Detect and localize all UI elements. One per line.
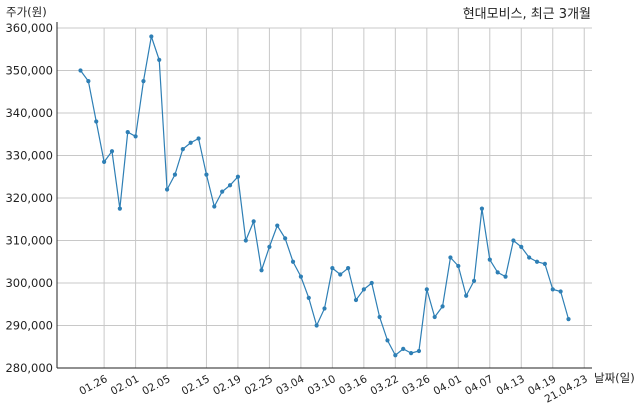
data-point: [448, 255, 453, 260]
x-tick-label: 03.10: [306, 373, 338, 398]
data-point: [251, 219, 256, 224]
data-point: [275, 223, 280, 228]
y-tick-label: 280,000: [5, 361, 53, 375]
data-point: [456, 263, 461, 269]
data-point: [188, 140, 193, 145]
data-point: [519, 244, 524, 249]
data-point: [220, 189, 225, 194]
grid-lines: [57, 27, 592, 368]
data-point: [401, 346, 406, 351]
data-point: [566, 317, 571, 322]
data-point: [393, 353, 398, 358]
x-tick-label: 04.07: [463, 373, 495, 398]
data-point: [196, 136, 201, 141]
data-point: [353, 297, 359, 303]
data-point: [322, 306, 327, 311]
data-point: [432, 314, 437, 320]
data-point: [534, 259, 540, 264]
x-tick-labels: 01.26 02.01 02.05 02.15 02.19 02.25 03.04 03.10…: [77, 373, 589, 406]
data-point: [408, 351, 414, 356]
y-tick-labels: 280,000 290,000 300,000 310,000 320,000 330,0…: [5, 21, 53, 375]
axes: [56, 22, 592, 369]
data-point: [369, 280, 374, 286]
data-point: [542, 261, 547, 266]
data-point: [314, 323, 319, 328]
data-point: [109, 149, 115, 154]
data-point: [259, 268, 264, 273]
data-point: [204, 172, 209, 177]
data-point: [117, 206, 122, 211]
x-tick-label: 02.25: [243, 373, 275, 398]
y-tick-label: 340,000: [5, 106, 53, 120]
data-point: [133, 134, 138, 139]
chart-title: 현대모비스, 최근 3개월: [463, 7, 591, 22]
data-point: [227, 183, 233, 188]
data-point: [125, 130, 130, 135]
data-point: [503, 274, 508, 279]
x-tick-label: 02.05: [140, 373, 172, 398]
data-point: [267, 244, 272, 249]
data-point: [141, 79, 146, 84]
x-tick-label: 02.19: [211, 373, 243, 398]
data-point: [346, 266, 351, 271]
price-series: [78, 34, 571, 358]
data-point: [495, 270, 500, 275]
data-point: [94, 119, 99, 124]
data-point: [290, 259, 296, 264]
data-point: [377, 314, 382, 320]
data-point: [338, 272, 343, 277]
x-tick-label: 04.13: [495, 373, 527, 398]
data-point: [172, 172, 178, 177]
data-point: [487, 257, 492, 262]
x-tick-label: 01.26: [77, 373, 109, 398]
x-tick-label: 02.01: [109, 373, 141, 398]
y-tick-label: 290,000: [5, 319, 53, 333]
y-tick-label: 300,000: [5, 276, 53, 290]
data-point: [361, 287, 366, 292]
y-tick-label: 360,000: [5, 21, 53, 35]
data-point: [330, 266, 335, 271]
data-point: [416, 348, 422, 354]
y-tick-label: 350,000: [5, 64, 53, 78]
data-point: [385, 338, 390, 343]
data-point: [157, 57, 162, 62]
y-tick-label: 310,000: [5, 234, 53, 248]
x-tick-label: 04.01: [432, 373, 464, 398]
x-tick-label: 03.22: [369, 373, 401, 398]
data-point: [78, 68, 83, 73]
data-point: [283, 236, 288, 241]
data-point: [164, 187, 170, 192]
data-point: [550, 287, 555, 292]
data-point: [86, 79, 91, 84]
data-point: [306, 295, 311, 300]
y-tick-label: 320,000: [5, 191, 53, 205]
data-point: [464, 293, 469, 298]
data-point: [527, 255, 532, 260]
data-point: [298, 274, 303, 279]
y-axis-title: 주가(원): [6, 5, 47, 19]
data-point: [558, 289, 563, 294]
data-point: [102, 159, 107, 164]
x-tick-label: 03.04: [274, 373, 306, 398]
y-tick-label: 330,000: [5, 149, 53, 163]
data-point: [235, 174, 241, 179]
x-tick-label: 02.15: [180, 373, 212, 398]
x-tick-label: 03.16: [337, 373, 369, 398]
data-point: [424, 287, 429, 292]
data-point: [243, 238, 248, 243]
data-point: [149, 34, 154, 39]
x-tick-label: 03.26: [400, 373, 432, 398]
data-point: [471, 278, 477, 283]
data-point: [212, 204, 217, 209]
data-point: [180, 147, 185, 152]
x-axis-title: 날짜(일): [594, 371, 635, 385]
data-point: [511, 238, 516, 243]
data-point: [479, 206, 485, 211]
data-point: [440, 304, 445, 309]
